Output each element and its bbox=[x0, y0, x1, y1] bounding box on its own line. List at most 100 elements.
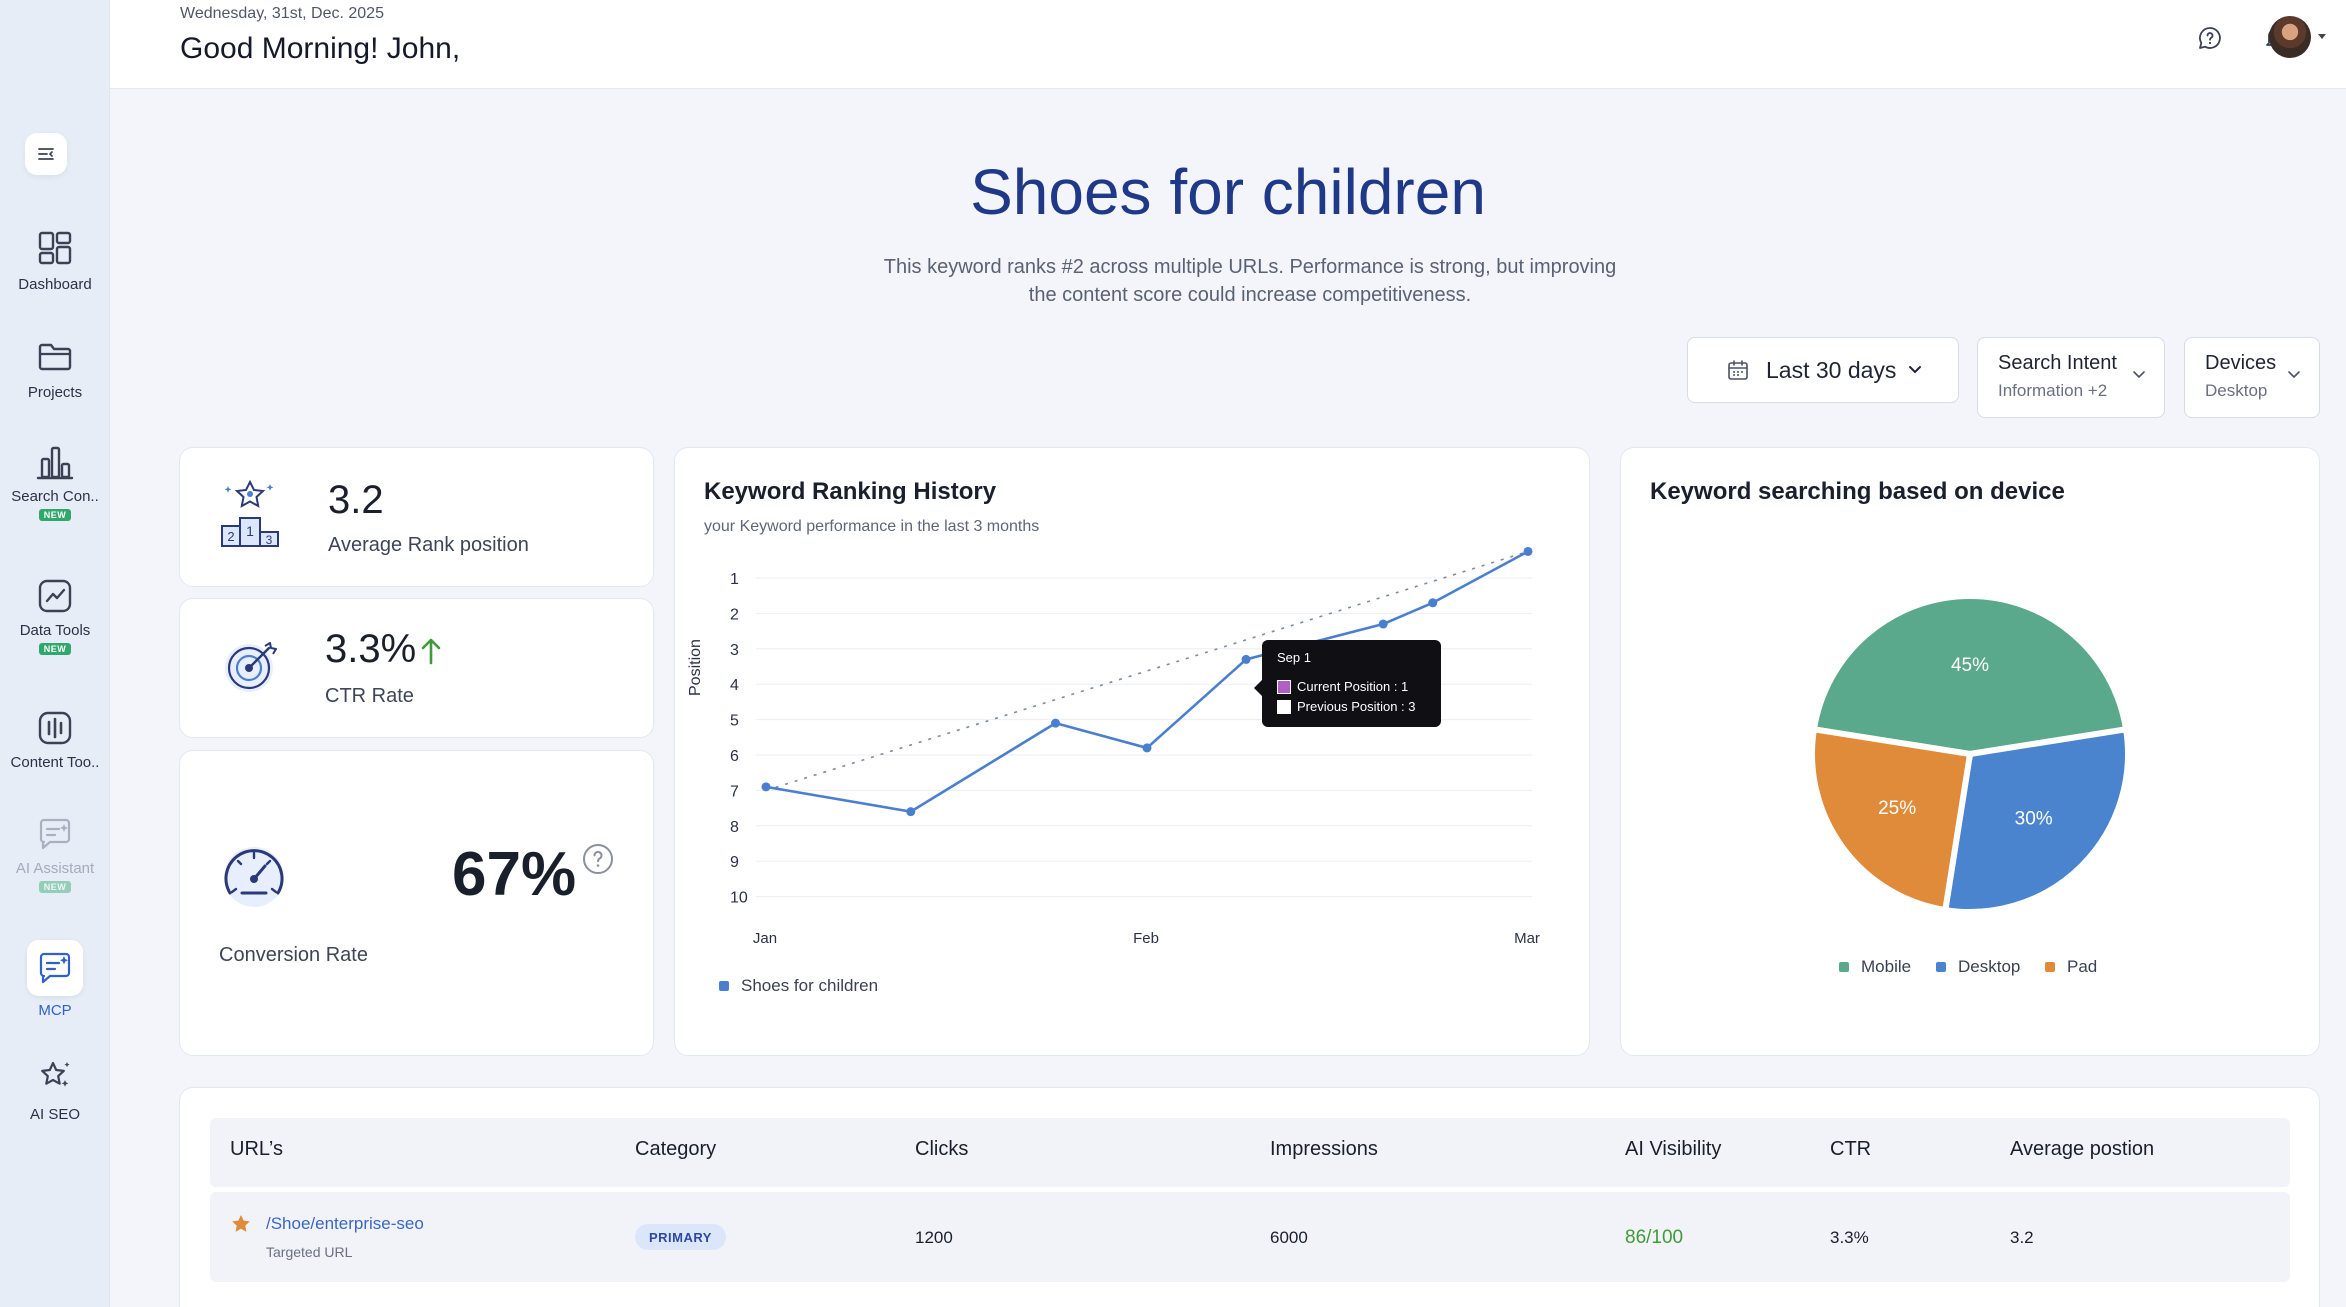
sidebar: Dashboard Projects Search Con.. NEW Data… bbox=[0, 0, 110, 1307]
data-point[interactable] bbox=[1051, 718, 1061, 728]
svg-text:2: 2 bbox=[227, 529, 234, 544]
star-icon[interactable] bbox=[230, 1213, 252, 1235]
column-header-ai-visibility[interactable]: AI Visibility bbox=[1625, 1138, 1722, 1160]
ranking-legend-item[interactable]: Shoes for children bbox=[719, 976, 878, 996]
dashboard-icon bbox=[38, 231, 72, 265]
legend-swatch bbox=[1936, 962, 1946, 972]
column-header-ctr[interactable]: CTR bbox=[1830, 1138, 1872, 1160]
data-point[interactable] bbox=[906, 807, 916, 817]
legend-item-mobile[interactable]: Mobile bbox=[1839, 957, 1911, 977]
x-tick-label: Mar bbox=[1514, 930, 1540, 947]
legend-swatch bbox=[2045, 962, 2055, 972]
legend-label: Desktop bbox=[1958, 957, 2021, 976]
mcp-icon-box bbox=[27, 940, 83, 996]
table-header-row bbox=[210, 1118, 2290, 1187]
ctr-rate-card: 3.3% CTR Rate bbox=[179, 598, 654, 738]
description-line: This keyword ranks #2 across multiple UR… bbox=[883, 256, 1617, 278]
pie-slice-pad[interactable] bbox=[1809, 726, 1973, 914]
sidebar-item-label: Content Too.. bbox=[10, 754, 100, 771]
avatar-menu-caret-icon[interactable] bbox=[2318, 34, 2326, 39]
chevron-down-icon bbox=[2288, 371, 2300, 379]
keyword-description: This keyword ranks #2 across multiple UR… bbox=[880, 253, 1620, 309]
pie-slice-mobile[interactable] bbox=[1810, 593, 2130, 757]
data-point[interactable] bbox=[1241, 654, 1251, 664]
column-header-category[interactable]: Category bbox=[635, 1138, 717, 1160]
url-subtitle: Targeted URL bbox=[266, 1244, 353, 1260]
top-header: Wednesday, 31st, Dec. 2025 Good Morning!… bbox=[110, 0, 2346, 89]
legend-label: Mobile bbox=[1861, 957, 1912, 976]
new-badge: NEW bbox=[38, 509, 72, 521]
sidebar-item-search-console[interactable]: Search Con.. NEW bbox=[0, 442, 110, 521]
y-tick-label: 2 bbox=[730, 606, 739, 623]
data-point[interactable] bbox=[1142, 743, 1152, 753]
data-point[interactable] bbox=[1378, 619, 1388, 629]
column-header-impressions[interactable]: Impressions bbox=[1270, 1138, 1378, 1160]
x-tick-label: Jan bbox=[753, 930, 777, 947]
average-rank-label: Average Rank position bbox=[328, 534, 529, 556]
sidebar-item-ai-assistant[interactable]: AI Assistant NEW bbox=[0, 814, 110, 893]
sidebar-item-mcp[interactable]: MCP bbox=[0, 940, 110, 1019]
data-point[interactable] bbox=[761, 782, 771, 792]
current-date: Wednesday, 31st, Dec. 2025 bbox=[180, 5, 384, 22]
average-position-cell: 3.2 bbox=[2010, 1228, 2034, 1247]
y-tick-label: 10 bbox=[730, 890, 748, 907]
greeting: Good Morning! John, bbox=[180, 32, 461, 65]
devices-dropdown[interactable]: Devices Desktop bbox=[2184, 337, 2320, 418]
series-line bbox=[765, 550, 1529, 813]
sidebar-item-label: Dashboard bbox=[18, 276, 92, 293]
sidebar-item-label: Search Con.. bbox=[11, 488, 99, 505]
conversion-rate-card: 67% Conversion Rate bbox=[179, 750, 654, 1056]
data-point[interactable] bbox=[1428, 598, 1438, 608]
category-badge: PRIMARY bbox=[635, 1224, 726, 1250]
ai-visibility-cell: 86/100 bbox=[1625, 1227, 1684, 1248]
ranking-chart-subtitle: your Keyword performance in the last 3 m… bbox=[704, 518, 1040, 535]
search-intent-dropdown[interactable]: Search Intent Information +2 bbox=[1977, 337, 2165, 418]
user-avatar[interactable] bbox=[2269, 16, 2311, 58]
column-header-average-position[interactable]: Average postion bbox=[2010, 1138, 2155, 1160]
data-point[interactable] bbox=[1523, 546, 1533, 556]
y-tick-label: 7 bbox=[730, 783, 739, 800]
date-range-dropdown[interactable]: Last 30 days bbox=[1687, 337, 1959, 403]
tooltip-swatch bbox=[1277, 699, 1291, 714]
y-tick-label: 5 bbox=[730, 713, 739, 730]
column-header-url[interactable]: URL’s bbox=[230, 1138, 283, 1160]
y-tick-label: 4 bbox=[730, 677, 739, 694]
chart-tooltip: Sep 1 Current Position : 1 Previous Posi… bbox=[1254, 640, 1441, 727]
trend-chart-icon bbox=[38, 579, 72, 613]
legend-swatch bbox=[1839, 962, 1849, 972]
sidebar-toggle-button[interactable] bbox=[25, 133, 67, 175]
y-tick-label: 3 bbox=[730, 642, 739, 659]
keyword-title: Shoes for children bbox=[970, 156, 1486, 228]
ranking-line-chart: 1 2 3 4 5 6 7 8 9 10 Jan Feb Mar bbox=[730, 546, 1540, 947]
ranking-chart-title: Keyword Ranking History bbox=[704, 478, 997, 505]
sidebar-item-content-tools[interactable]: Content Too.. bbox=[0, 708, 110, 771]
tooltip-current: Current Position : 1 bbox=[1297, 679, 1409, 694]
impressions-cell: 6000 bbox=[1270, 1228, 1308, 1247]
pie-slice-desktop[interactable] bbox=[1942, 726, 2131, 915]
sidebar-item-dashboard[interactable]: Dashboard bbox=[0, 228, 110, 293]
legend-item-pad[interactable]: Pad bbox=[2045, 957, 2097, 977]
sidebar-item-ai-seo[interactable]: AI SEO bbox=[0, 1056, 110, 1123]
ctr-rate-value: 3.3% bbox=[325, 627, 417, 671]
search-intent-title: Search Intent bbox=[1998, 352, 2117, 374]
chevron-down-icon bbox=[1909, 366, 1922, 374]
legend-swatch bbox=[719, 981, 729, 991]
new-badge: NEW bbox=[38, 643, 72, 655]
sidebar-item-data-tools[interactable]: Data Tools NEW bbox=[0, 576, 110, 655]
sidebar-item-projects[interactable]: Projects bbox=[0, 336, 110, 401]
sidebar-item-label: Projects bbox=[27, 384, 83, 401]
y-tick-label: 9 bbox=[730, 854, 739, 871]
conversion-rate-label: Conversion Rate bbox=[219, 944, 368, 966]
info-question-icon[interactable] bbox=[582, 843, 614, 875]
table-row[interactable] bbox=[210, 1192, 2290, 1282]
tooltip-swatch bbox=[1277, 679, 1291, 694]
conversion-rate-value: 67% bbox=[452, 840, 577, 909]
devices-title: Devices bbox=[2205, 352, 2277, 374]
help-button[interactable] bbox=[2192, 20, 2228, 56]
svg-text:3: 3 bbox=[266, 533, 273, 547]
clicks-cell: 1200 bbox=[915, 1228, 953, 1247]
sparkle-star-icon bbox=[41, 1061, 70, 1087]
column-header-clicks[interactable]: Clicks bbox=[915, 1138, 969, 1160]
legend-item-desktop[interactable]: Desktop bbox=[1936, 957, 2020, 977]
url-link[interactable]: /Shoe/enterprise-seo bbox=[266, 1214, 424, 1233]
